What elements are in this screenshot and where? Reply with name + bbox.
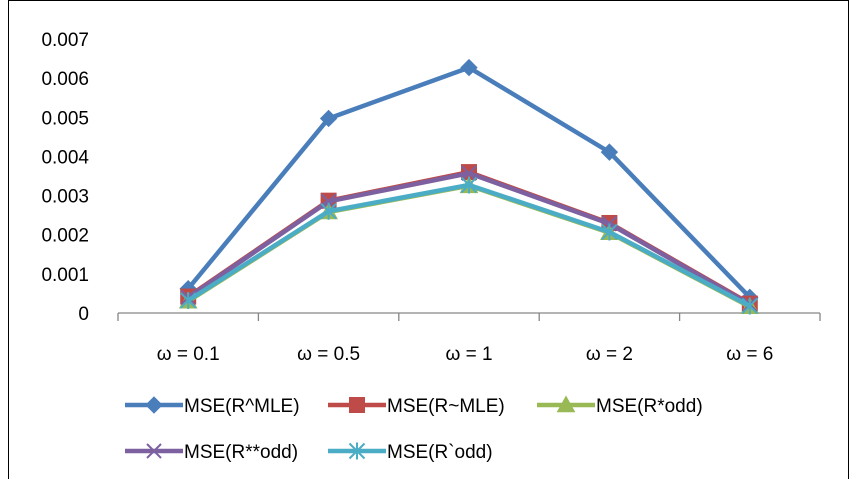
y-tick-label: 0.002: [41, 226, 89, 247]
x-tick-label: ω = 6: [726, 344, 773, 365]
data-point-5: [320, 202, 337, 220]
data-point-1: [319, 109, 338, 128]
x-tick-label: ω = 2: [586, 344, 633, 365]
legend-label: MSE(R**odd): [184, 442, 298, 463]
data-point-5: [741, 297, 759, 315]
series-line-5: [186, 182, 751, 308]
x-tick-label: ω = 0.1: [157, 344, 220, 365]
data-point-5: [460, 176, 478, 194]
y-tick-label: 0.007: [41, 30, 89, 51]
data-point-1: [600, 143, 619, 161]
legend-swatch-marker: [556, 395, 576, 413]
data-point-5: [601, 223, 618, 241]
data-point-1: [460, 58, 478, 77]
legend-label: MSE(R~MLE): [387, 396, 505, 417]
y-tick-label: 0.001: [41, 265, 89, 286]
chart-frame: [8, 0, 849, 479]
y-tick-label: 0.004: [41, 147, 89, 168]
x-tick-label: ω = 1: [445, 344, 492, 365]
y-tick-label: 0: [78, 304, 89, 325]
legend-label: MSE(R`odd): [387, 442, 493, 463]
legend-swatch-marker: [348, 442, 366, 460]
legend-swatch-marker: [349, 397, 365, 413]
x-tick-label: ω = 0.5: [297, 344, 360, 365]
y-tick-label: 0.005: [41, 108, 89, 129]
legend-swatch-marker: [146, 443, 162, 459]
legend-swatch-marker: [145, 396, 163, 414]
data-point-5: [179, 291, 197, 309]
legend-label: MSE(R^MLE): [184, 396, 300, 417]
y-tick-label: 0.003: [41, 187, 89, 208]
y-tick-label: 0.006: [41, 69, 89, 90]
legend-label: MSE(R*odd): [596, 396, 703, 417]
data-point-4: [461, 165, 477, 181]
